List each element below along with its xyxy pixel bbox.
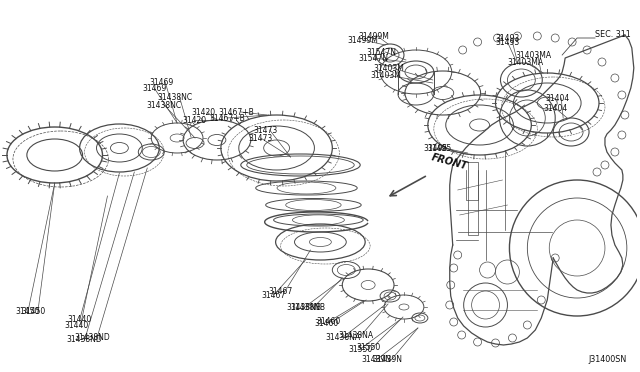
Text: 31467+B: 31467+B [209, 113, 244, 122]
Text: 31547N: 31547N [366, 48, 396, 57]
Text: 31438NA: 31438NA [326, 333, 361, 341]
Text: 31473: 31473 [248, 134, 273, 142]
Text: 31403M: 31403M [373, 64, 404, 73]
Text: 31493: 31493 [495, 33, 520, 42]
Text: 31467: 31467 [269, 288, 293, 296]
Text: 31499M: 31499M [358, 32, 389, 41]
Text: 31403M: 31403M [371, 71, 401, 80]
Text: 31467+B: 31467+B [219, 108, 255, 116]
Text: 31450: 31450 [16, 308, 40, 317]
Text: 31499M: 31499M [348, 35, 379, 45]
Text: 31404: 31404 [545, 93, 570, 103]
Text: 31438NA: 31438NA [339, 331, 373, 340]
Text: 31420: 31420 [191, 108, 215, 116]
Text: 31403MA: 31403MA [508, 58, 543, 67]
Text: 31450: 31450 [22, 308, 46, 317]
Text: 31550: 31550 [348, 344, 372, 353]
Text: 31460: 31460 [314, 318, 339, 327]
Text: 31495: 31495 [428, 144, 452, 153]
Text: 31438NC: 31438NC [147, 100, 182, 109]
Text: 31547N: 31547N [358, 54, 388, 62]
Text: 31460: 31460 [316, 317, 340, 327]
Text: 31493: 31493 [495, 38, 520, 46]
Text: 31438ND: 31438ND [75, 334, 110, 343]
Text: 31440: 31440 [65, 321, 89, 330]
Text: 31473: 31473 [253, 125, 278, 135]
Text: 31467: 31467 [262, 291, 285, 299]
Text: 31440: 31440 [67, 315, 92, 324]
Text: 31438NB: 31438NB [291, 304, 326, 312]
Text: 31438NB: 31438NB [286, 304, 321, 312]
Text: FRONT: FRONT [430, 153, 468, 172]
Text: 31439N: 31439N [372, 356, 402, 365]
Text: 31550: 31550 [356, 343, 380, 353]
Text: 31420: 31420 [182, 115, 206, 125]
Text: 31438NC: 31438NC [157, 93, 193, 102]
Text: J31400SN: J31400SN [589, 356, 627, 365]
Text: 31469: 31469 [149, 77, 173, 87]
Text: 31439N: 31439N [361, 356, 391, 365]
Text: 31404: 31404 [543, 103, 567, 112]
Text: 31495: 31495 [424, 144, 448, 153]
Text: SEC. 311: SEC. 311 [595, 29, 631, 38]
Text: 31438ND: 31438ND [67, 336, 102, 344]
Text: 31469: 31469 [142, 83, 166, 93]
Text: 31403MA: 31403MA [515, 51, 552, 60]
